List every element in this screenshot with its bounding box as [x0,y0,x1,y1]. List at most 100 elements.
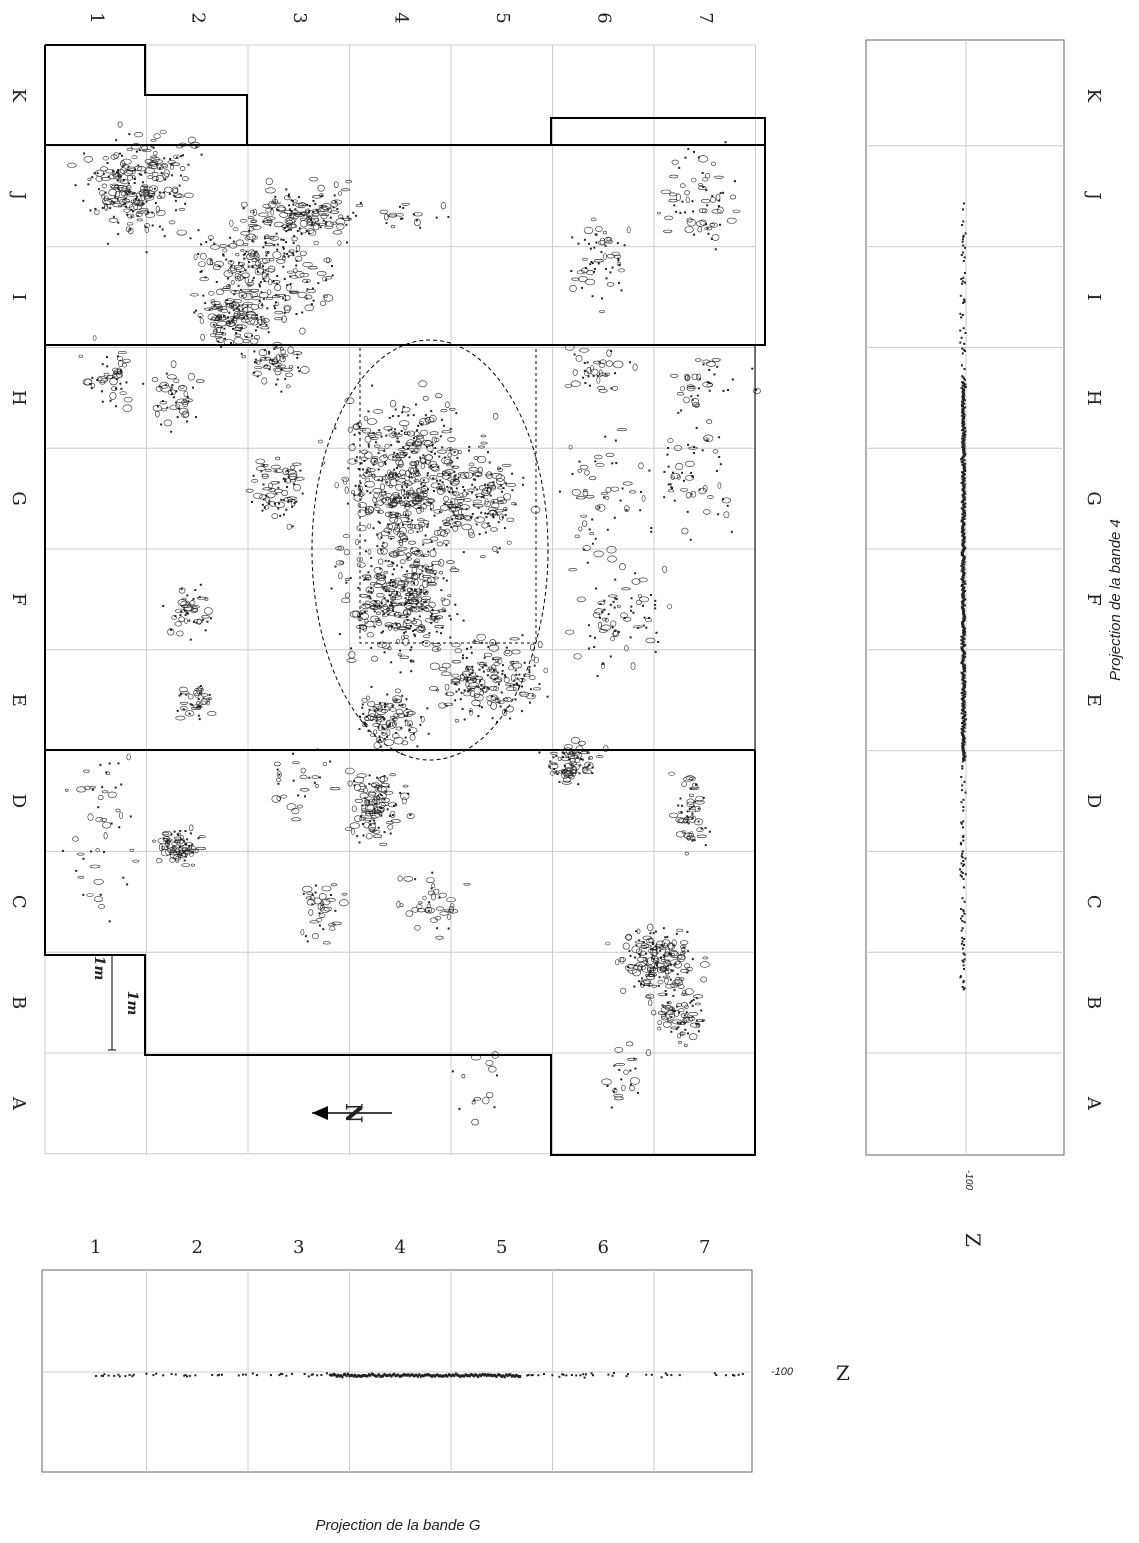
artifact-outline [403,431,408,435]
artifact-point [241,294,244,297]
artifact-point [380,794,383,796]
side-point [961,424,965,427]
artifact-point [99,763,102,766]
artifact-point [282,297,285,300]
artifact-outline [676,474,681,480]
side-point [962,572,966,574]
artifact-outline [318,439,324,444]
artifact-outline [636,599,642,606]
artifact-point [282,239,285,241]
artifact-outline [676,954,686,962]
artifact-point [438,510,441,513]
artifact-point [239,329,242,332]
artifact-point [142,382,145,385]
artifact-point [274,195,277,198]
artifact-point [686,510,689,513]
bottom-point [501,1375,503,1379]
artifact-outline [570,380,581,387]
side-point [960,551,964,554]
artifact-outline [482,685,488,693]
artifact-outline [376,717,382,725]
artifact-outline [642,944,652,948]
side-point [961,738,965,741]
artifact-point [312,200,315,202]
artifact-outline [684,1004,689,1009]
artifact-outline [463,690,471,697]
artifact-point [586,561,589,564]
side-point [963,755,967,758]
bottom-point [124,1375,127,1378]
artifact-point [387,560,390,563]
artifact-outline [333,181,339,188]
artifact-point [478,533,481,536]
artifact-outline [440,671,452,676]
artifact-outline [178,616,185,622]
artifact-point [166,840,168,843]
artifact-outline [411,450,418,454]
side-point [960,254,963,256]
artifact-point [138,149,141,152]
side-point [962,704,966,706]
artifact-outline [383,453,387,459]
artifact-outline [484,498,489,505]
artifact-outline [474,471,483,477]
artifact-point [283,312,286,315]
side-point [961,636,965,639]
bottom-point [678,1374,681,1377]
artifact-outline [578,740,586,746]
artifact-outline [208,290,215,296]
artifact-outline [173,378,180,384]
artifact-point [639,509,642,512]
artifact-outline [662,975,671,979]
side-point [961,717,965,720]
artifact-point [384,463,387,465]
artifact-outline [321,885,332,892]
artifact-point [355,214,357,217]
artifact-point [585,766,588,769]
artifact-outline [258,292,269,299]
artifact-point [465,508,468,511]
artifact-point [369,491,372,494]
side-point [961,418,965,421]
side-point [962,486,966,489]
artifact-outline [177,853,184,858]
artifact-outline [622,481,633,486]
artifact-point [332,206,335,209]
artifact-outline [122,363,128,368]
artifact-point [322,928,325,931]
side-point [960,843,963,846]
artifact-point [466,677,469,680]
artifact-point [614,439,617,442]
artifact-point [451,518,454,521]
artifact-point [687,443,690,446]
side-point [961,678,965,681]
artifact-outline [373,834,383,839]
side-point [963,968,965,970]
artifact-outline [339,561,344,565]
artifact-point [400,727,403,729]
artifact-outline [176,630,184,637]
artifact-outline [567,752,579,759]
artifact-outline [691,373,699,381]
artifact-point [368,782,371,785]
side-point [962,251,965,254]
side-point [962,537,966,540]
artifact-point [719,223,721,226]
artifact-point [189,237,192,240]
artifact-outline [404,719,409,727]
artifact-outline [473,693,480,698]
artifact-point [114,786,117,789]
side-row-label: G [1083,491,1104,505]
artifact-point [135,150,138,153]
artifact-point [380,807,383,810]
artifact-point [266,251,269,254]
side-point [962,376,965,379]
artifact-point [645,626,648,629]
artifact-point [489,494,492,497]
artifact-point [326,208,329,211]
artifact-point [238,304,241,307]
artifact-point [448,614,451,617]
artifact-outline [152,839,156,843]
artifact-point [260,304,263,307]
artifact-outline [131,175,136,179]
